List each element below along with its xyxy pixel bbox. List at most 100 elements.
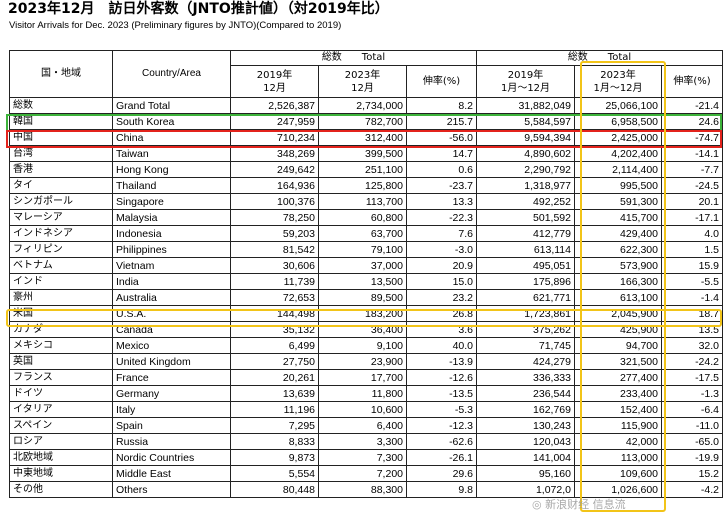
cell-ytd-2023: 591,300 (574, 193, 662, 210)
cell-month-2023: 88,300 (318, 481, 407, 498)
cell-growth-month: -62.6 (406, 433, 477, 450)
cell-month-2023: 782,700 (318, 113, 407, 130)
cell-ytd-2023: 94,700 (574, 337, 662, 354)
cell-ytd-2023: 2,045,900 (574, 305, 662, 322)
cell-growth-ytd: 32.0 (661, 337, 723, 354)
cell-region-jp: 米国 (9, 305, 113, 322)
cell-month-2023: 37,000 (318, 257, 407, 274)
cell-month-2019: 59,203 (230, 225, 319, 242)
cell-ytd-2019: 375,262 (476, 321, 575, 338)
cell-growth-ytd: -24.5 (661, 177, 723, 194)
cell-country-area: China (112, 129, 231, 146)
cell-region-jp: 台湾 (9, 145, 113, 162)
cell-month-2019: 11,739 (230, 273, 319, 290)
cell-growth-month: 0.6 (406, 161, 477, 178)
cell-region-jp: フィリピン (9, 241, 113, 258)
cell-month-2023: 63,700 (318, 225, 407, 242)
cell-country-area: United Kingdom (112, 353, 231, 370)
cell-region-jp: ドイツ (9, 385, 113, 402)
cell-ytd-2023: 6,958,500 (574, 113, 662, 130)
table-row: フランス France 20,261 17,700 -12.6 336,333 277,40… (9, 369, 723, 386)
table-row: インド India 11,739 13,500 15.0 175,896 166,300 -5… (9, 273, 723, 290)
cell-month-2019: 9,873 (230, 449, 319, 466)
cell-growth-month: -26.1 (406, 449, 477, 466)
cell-ytd-2019: 621,771 (476, 289, 575, 306)
cell-growth-ytd: -4.2 (661, 481, 723, 498)
cell-ytd-2023: 109,600 (574, 465, 662, 482)
cell-region-jp: シンガポール (9, 193, 113, 210)
cell-ytd-2023: 573,900 (574, 257, 662, 274)
cell-region-jp: インド (9, 273, 113, 290)
table-row: 豪州 Australia 72,653 89,500 23.2 621,771 613,10… (9, 289, 723, 306)
cell-country-area: Nordic Countries (112, 449, 231, 466)
cell-month-2019: 27,750 (230, 353, 319, 370)
cell-month-2019: 164,936 (230, 177, 319, 194)
cell-growth-month: 40.0 (406, 337, 477, 354)
cell-growth-ytd: -1.4 (661, 289, 723, 306)
cell-ytd-2019: 1,723,861 (476, 305, 575, 322)
cell-growth-ytd: -17.1 (661, 209, 723, 226)
cell-ytd-2019: 2,290,792 (476, 161, 575, 178)
cell-country-area: Singapore (112, 193, 231, 210)
cell-month-2019: 249,642 (230, 161, 319, 178)
cell-ytd-2023: 2,114,400 (574, 161, 662, 178)
cell-ytd-2019: 495,051 (476, 257, 575, 274)
cell-country-area: Russia (112, 433, 231, 450)
cell-month-2023: 13,500 (318, 273, 407, 290)
cell-month-2023: 10,600 (318, 401, 407, 418)
cell-growth-month: 3.6 (406, 321, 477, 338)
cell-growth-month: -5.3 (406, 401, 477, 418)
cell-growth-month: -12.6 (406, 369, 477, 386)
table-row: 中東地域 Middle East 5,554 7,200 29.6 95,160 109,6… (9, 465, 723, 482)
table-row: 英国 United Kingdom 27,750 23,900 -13.9 424,279… (9, 353, 723, 370)
table-row: タイ Thailand 164,936 125,800 -23.7 1,318,977 99… (9, 177, 723, 194)
cell-ytd-2023: 622,300 (574, 241, 662, 258)
header-growth-ytd: 伸率(%) (661, 65, 723, 98)
cell-ytd-2023: 166,300 (574, 273, 662, 290)
cell-growth-month: -13.5 (406, 385, 477, 402)
cell-growth-ytd: 15.9 (661, 257, 723, 274)
cell-growth-ytd: 20.1 (661, 193, 723, 210)
cell-month-2019: 100,376 (230, 193, 319, 210)
cell-growth-ytd: 24.6 (661, 113, 723, 130)
header-ytd-2023: 2023年 1月～12月 (574, 65, 662, 98)
table-row: インドネシア Indonesia 59,203 63,700 7.6 412,779 429… (9, 225, 723, 242)
cell-ytd-2019: 9,594,394 (476, 129, 575, 146)
cell-ytd-2023: 152,400 (574, 401, 662, 418)
cell-growth-month: 29.6 (406, 465, 477, 482)
table-row: 香港 Hong Kong 249,642 251,100 0.6 2,290,792 2,1… (9, 161, 723, 178)
cell-region-jp: 北欧地域 (9, 449, 113, 466)
cell-growth-ytd: -74.7 (661, 129, 723, 146)
header-row-2: 2019年 12月 2023年 12月 伸率(%) 2019年 1月～12月 2… (10, 65, 723, 98)
cell-region-jp: 中国 (9, 129, 113, 146)
cell-growth-month: 14.7 (406, 145, 477, 162)
cell-growth-ytd: -6.4 (661, 401, 723, 418)
header-growth-month: 伸率(%) (406, 65, 477, 98)
table-row: イタリア Italy 11,196 10,600 -5.3 162,769 152,400-… (9, 401, 723, 418)
cell-region-jp: フランス (9, 369, 113, 386)
cell-growth-month: -56.0 (406, 129, 477, 146)
table-row: フィリピン Philippines 81,542 79,100 -3.0 613,114 6… (9, 241, 723, 258)
cell-ytd-2023: 113,000 (574, 449, 662, 466)
cell-month-2023: 17,700 (318, 369, 407, 386)
page-title: 2023年12月 訪日外客数（JNTO推計値）（対2019年比） (8, 1, 389, 17)
cell-ytd-2023: 425,900 (574, 321, 662, 338)
cell-month-2023: 2,734,000 (318, 97, 407, 114)
cell-country-area: South Korea (112, 113, 231, 130)
cell-month-2023: 6,400 (318, 417, 407, 434)
cell-month-2019: 7,295 (230, 417, 319, 434)
cell-ytd-2019: 613,114 (476, 241, 575, 258)
cell-ytd-2019: 162,769 (476, 401, 575, 418)
header-total-ytd: 総数 Total (476, 50, 723, 66)
cell-growth-month: -22.3 (406, 209, 477, 226)
cell-growth-ytd: -7.7 (661, 161, 723, 178)
cell-country-area: Others (112, 481, 231, 498)
cell-ytd-2023: 42,000 (574, 433, 662, 450)
cell-ytd-2019: 175,896 (476, 273, 575, 290)
cell-country-area: France (112, 369, 231, 386)
cell-month-2019: 247,959 (230, 113, 319, 130)
cell-growth-month: 13.3 (406, 193, 477, 210)
cell-country-area: Taiwan (112, 145, 231, 162)
cell-ytd-2019: 5,584,597 (476, 113, 575, 130)
cell-ytd-2019: 31,882,049 (476, 97, 575, 114)
